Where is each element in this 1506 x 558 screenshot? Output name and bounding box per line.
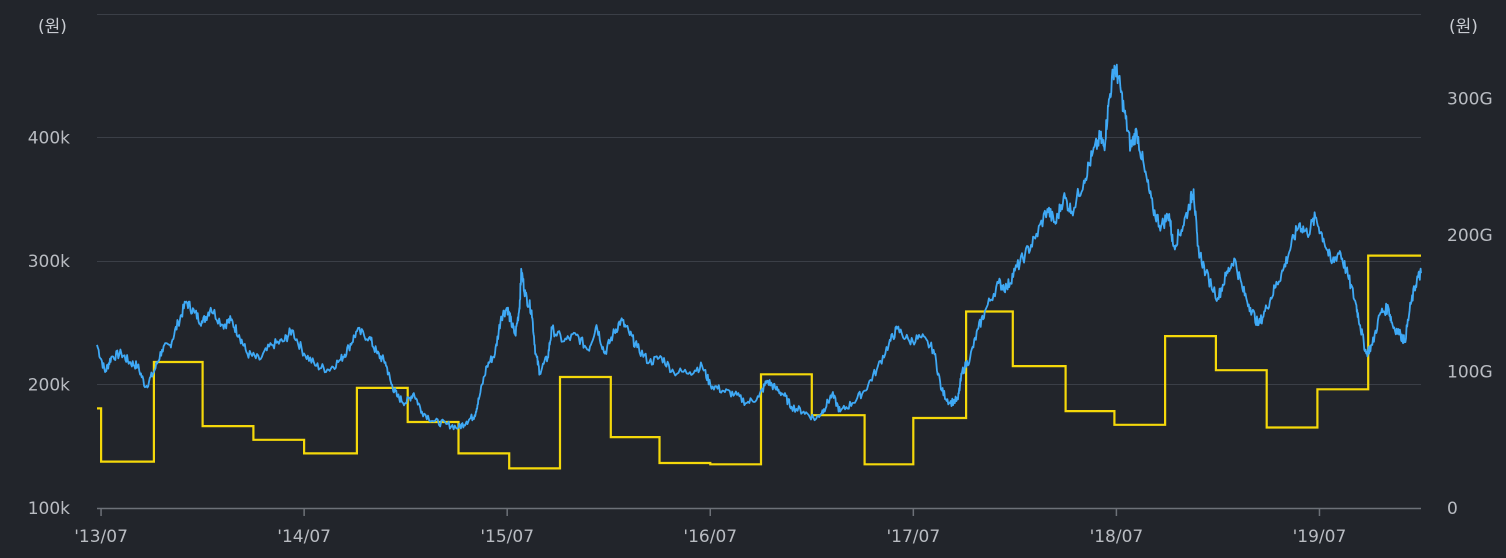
x-tick-label: '14/07 <box>277 527 331 547</box>
right-tick-label: 200G <box>1447 226 1493 246</box>
volume-step-line <box>97 254 1421 470</box>
left-tick-label: 300k <box>28 252 70 272</box>
right-tick-label: 100G <box>1447 363 1493 383</box>
x-axis-ticks: '13/07 '14/07 '15/07 '16/07 '17/07 '18/07 '19/… <box>74 508 1346 547</box>
left-tick-label: 400k <box>28 128 70 148</box>
left-axis-ticks: 100k 200k 300k 400k <box>28 128 70 519</box>
x-tick-label: '17/07 <box>886 527 940 547</box>
left-axis-unit: (원) <box>38 17 67 37</box>
x-tick-label: '16/07 <box>683 527 737 547</box>
right-tick-label: 300G <box>1447 90 1493 110</box>
left-tick-label: 200k <box>28 375 70 395</box>
x-tick-label: '15/07 <box>480 527 534 547</box>
right-tick-label: 0 <box>1447 499 1458 519</box>
series-layer <box>96 63 1422 470</box>
left-tick-label: 100k <box>28 499 70 519</box>
right-axis-unit: (원) <box>1449 17 1478 37</box>
x-tick-label: '19/07 <box>1293 527 1347 547</box>
grid-lines <box>97 14 1421 385</box>
x-tick-label: '13/07 <box>74 527 128 547</box>
x-tick-label: '18/07 <box>1090 527 1144 547</box>
price-line <box>96 63 1422 431</box>
right-axis-ticks: 0 100G 200G 300G <box>1447 90 1493 519</box>
